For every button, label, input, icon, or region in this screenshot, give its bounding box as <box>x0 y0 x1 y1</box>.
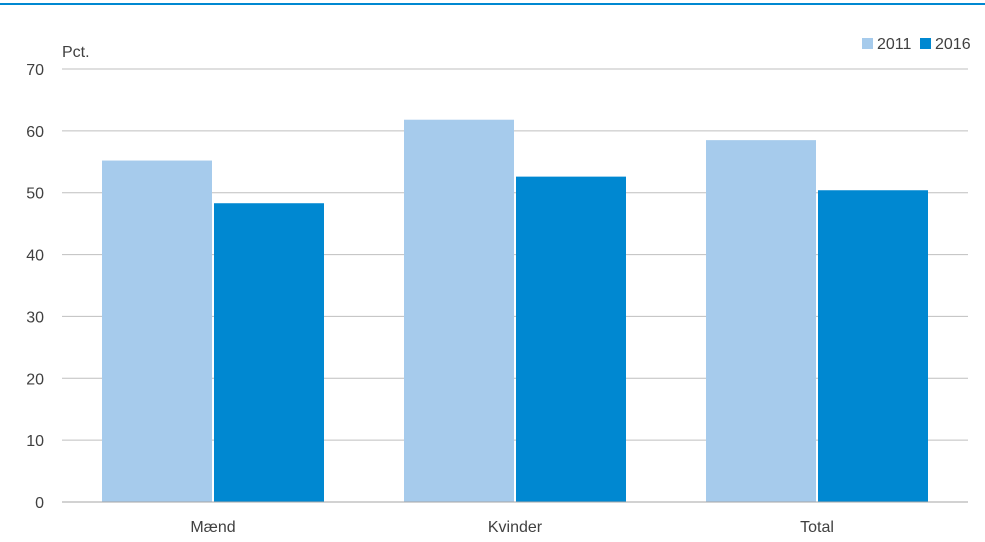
legend-swatch-2016 <box>920 38 931 49</box>
bar-2011-2 <box>706 140 816 502</box>
bar-2011-0 <box>102 160 212 502</box>
legend: 2011 2016 <box>862 36 971 53</box>
legend-label: 2016 <box>935 36 971 53</box>
gridlines <box>62 68 968 441</box>
legend-label: 2011 <box>877 36 912 53</box>
x-category-label: Kvinder <box>488 519 543 536</box>
y-tick-label: 40 <box>26 248 44 265</box>
y-tick-label: 70 <box>26 62 44 79</box>
y-tick-label: 60 <box>26 124 44 141</box>
bars <box>102 119 928 503</box>
bar-2016-2 <box>818 190 928 503</box>
legend-swatch-2011 <box>862 38 873 49</box>
y-axis-unit-label: Pct. <box>62 44 90 61</box>
y-tick-label: 0 <box>35 495 44 512</box>
y-tick-label: 20 <box>26 371 44 388</box>
y-tick-label: 10 <box>26 433 44 450</box>
y-axis-ticks: 0 10 20 30 40 50 60 70 <box>26 62 44 512</box>
x-axis-categories: Mænd Kvinder Total <box>190 519 834 536</box>
x-category-label: Total <box>800 519 834 536</box>
y-tick-label: 50 <box>26 186 44 203</box>
bar-2016-1 <box>516 176 626 503</box>
y-tick-label: 30 <box>26 309 44 326</box>
bar-2011-1 <box>404 119 514 503</box>
x-category-label: Mænd <box>190 519 235 536</box>
bar-2016-0 <box>214 203 324 503</box>
